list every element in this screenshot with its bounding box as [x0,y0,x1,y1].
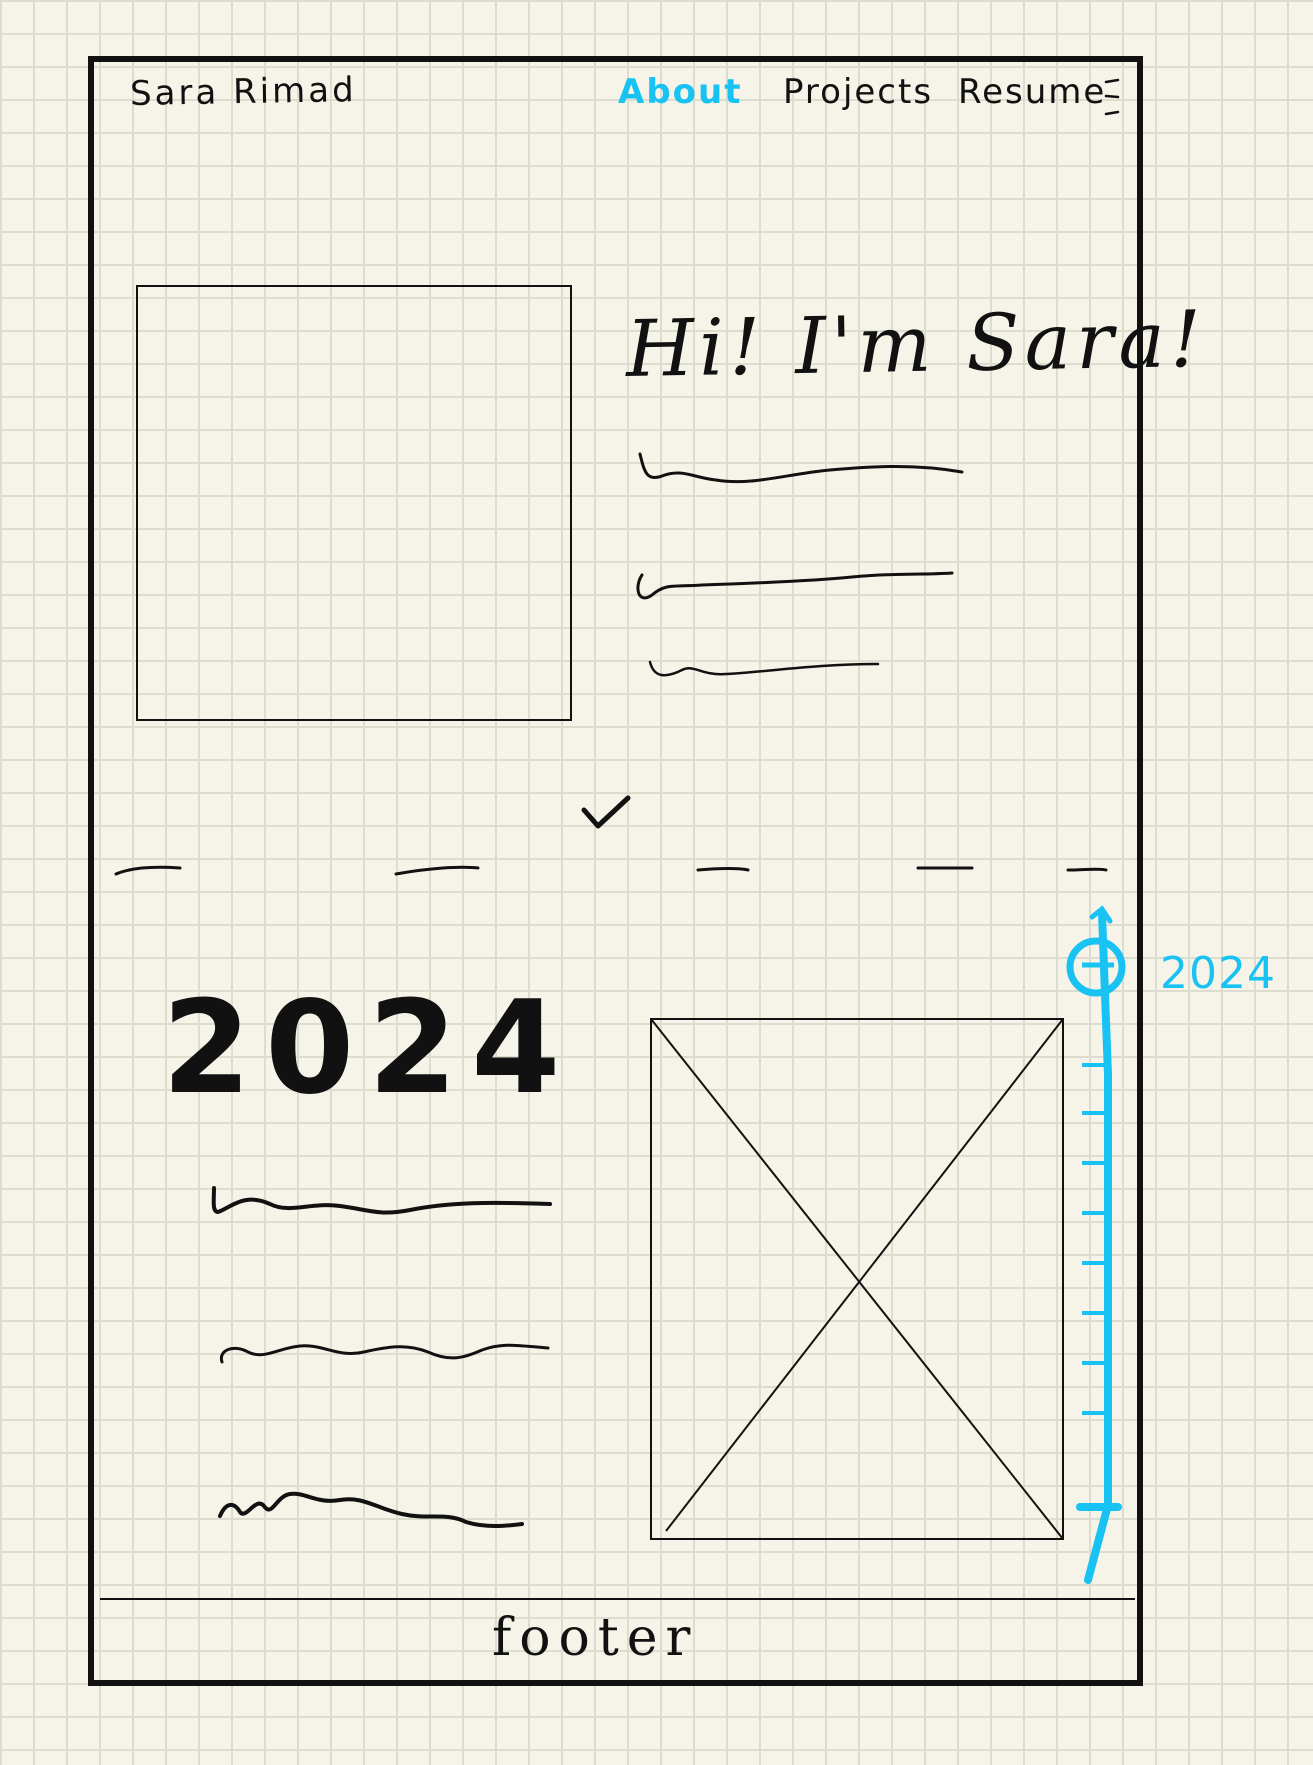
dashed-divider [114,865,1108,876]
main-nav: About Projects Resume [618,72,1128,132]
footer-divider [100,1598,1135,1600]
page-frame [88,56,1143,1686]
year-heading: 2024 [162,974,575,1123]
text-placeholder-line [218,1491,524,1528]
nav-link-about[interactable]: About [618,72,743,112]
text-placeholder-line [648,660,880,677]
nav-link-resume[interactable]: Resume [958,72,1107,112]
text-placeholder-line [638,452,964,484]
text-placeholder-line [636,571,954,600]
image-placeholder [650,1018,1064,1540]
profile-photo-placeholder [136,285,572,721]
timeline-handle[interactable] [1066,937,1126,997]
timeline-year-label: 2024 [1160,948,1276,999]
text-placeholder-line [211,1186,552,1215]
site-brand[interactable]: Sara Rimad [129,70,357,114]
hamburger-menu-icon[interactable] [1100,78,1122,118]
timeline-scrubber[interactable] [1058,905,1128,1585]
chevron-down-icon[interactable] [578,792,634,832]
footer: footer [492,1608,699,1668]
hero-greeting: Hi! I'm Sara! [625,294,1207,396]
nav-link-projects[interactable]: Projects [783,72,934,112]
text-placeholder-line [219,1343,550,1364]
